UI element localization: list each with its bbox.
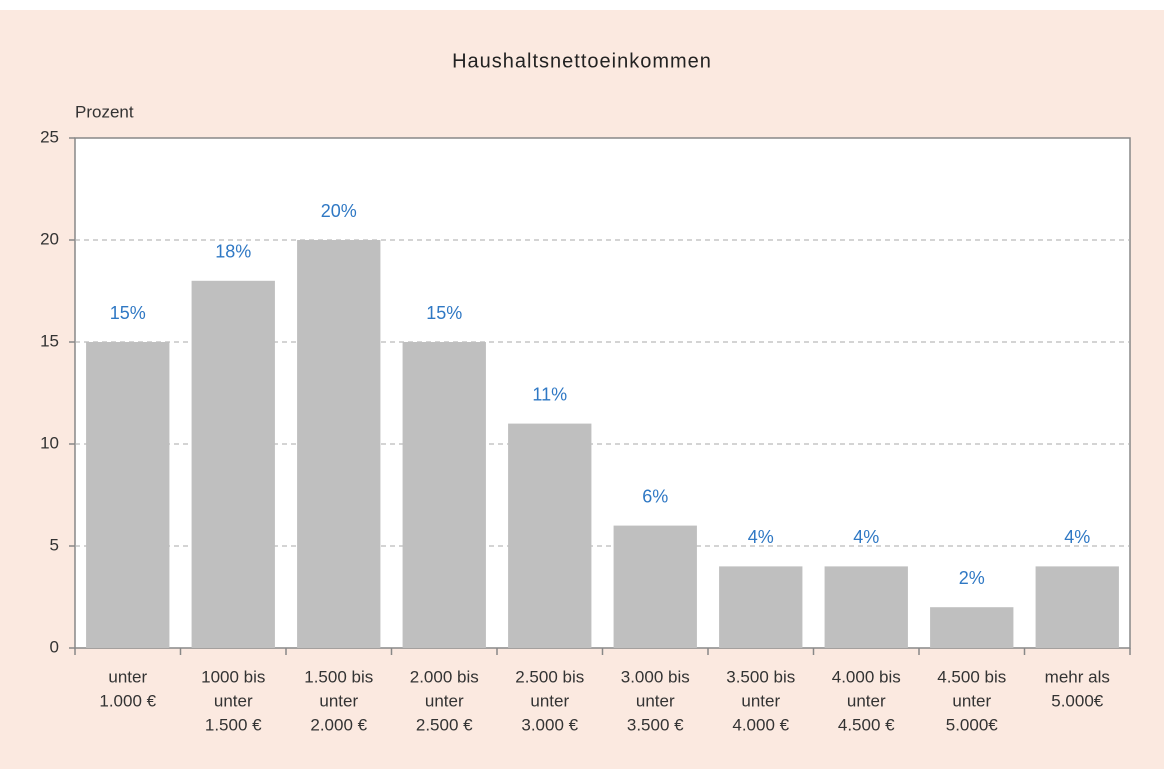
x-tick-label: unter bbox=[530, 691, 569, 710]
data-label: 15% bbox=[426, 303, 462, 323]
y-tick-label: 0 bbox=[50, 637, 59, 656]
bar bbox=[930, 607, 1014, 648]
bar bbox=[402, 342, 486, 648]
x-tick-label: unter bbox=[425, 691, 464, 710]
x-tick-label: 2.000 € bbox=[310, 715, 367, 734]
x-tick-label: 1.500 € bbox=[205, 715, 262, 734]
y-tick-label: 10 bbox=[40, 433, 59, 452]
x-tick-label: unter bbox=[847, 691, 886, 710]
y-tick-label: 5 bbox=[50, 535, 59, 554]
x-tick-label: 2.500 bis bbox=[515, 667, 584, 686]
x-tick-label: 1.500 bis bbox=[304, 667, 373, 686]
data-label: 11% bbox=[532, 384, 567, 404]
bar bbox=[191, 280, 275, 648]
data-label: 20% bbox=[321, 201, 357, 221]
x-tick-label: 3.000 € bbox=[521, 715, 578, 734]
data-label: 4% bbox=[853, 527, 879, 547]
data-label: 4% bbox=[748, 527, 774, 547]
y-tick-label: 20 bbox=[40, 229, 59, 248]
data-label: 15% bbox=[110, 303, 146, 323]
bar bbox=[719, 566, 803, 648]
bar bbox=[508, 423, 592, 648]
x-tick-label: 5.000€ bbox=[1051, 691, 1104, 710]
x-tick-label: 4.000 bis bbox=[832, 667, 901, 686]
bar bbox=[824, 566, 908, 648]
y-tick-label: 25 bbox=[40, 127, 59, 146]
x-tick-label: unter bbox=[636, 691, 675, 710]
data-label: 4% bbox=[1064, 527, 1090, 547]
x-tick-label: 1000 bis bbox=[201, 667, 265, 686]
x-tick-label: mehr als bbox=[1045, 667, 1110, 686]
x-tick-label: 3.000 bis bbox=[621, 667, 690, 686]
y-axis-label: Prozent bbox=[75, 102, 134, 121]
x-tick-label: 4.000 € bbox=[732, 715, 789, 734]
bar bbox=[613, 525, 697, 648]
x-tick-label: 3.500 bis bbox=[726, 667, 795, 686]
bar bbox=[86, 342, 170, 648]
x-tick-label: unter bbox=[952, 691, 991, 710]
data-label: 6% bbox=[642, 486, 668, 506]
y-tick-label: 15 bbox=[40, 331, 59, 350]
bar bbox=[297, 240, 381, 648]
x-tick-label: unter bbox=[741, 691, 780, 710]
x-tick-label: 4.500 € bbox=[838, 715, 895, 734]
x-tick-label: 2.500 € bbox=[416, 715, 473, 734]
data-label: 2% bbox=[959, 568, 985, 588]
x-tick-label: 1.000 € bbox=[99, 691, 156, 710]
bar bbox=[1035, 566, 1119, 648]
x-tick-label: 4.500 bis bbox=[937, 667, 1006, 686]
x-tick-label: 2.000 bis bbox=[410, 667, 479, 686]
chart-title: Haushaltsnettoeinkommen bbox=[452, 50, 712, 72]
x-tick-label: unter bbox=[108, 667, 147, 686]
x-tick-label: 5.000€ bbox=[946, 715, 999, 734]
x-tick-label: 3.500 € bbox=[627, 715, 684, 734]
x-tick-label: unter bbox=[319, 691, 358, 710]
x-tick-label: unter bbox=[214, 691, 253, 710]
data-label: 18% bbox=[215, 242, 251, 262]
